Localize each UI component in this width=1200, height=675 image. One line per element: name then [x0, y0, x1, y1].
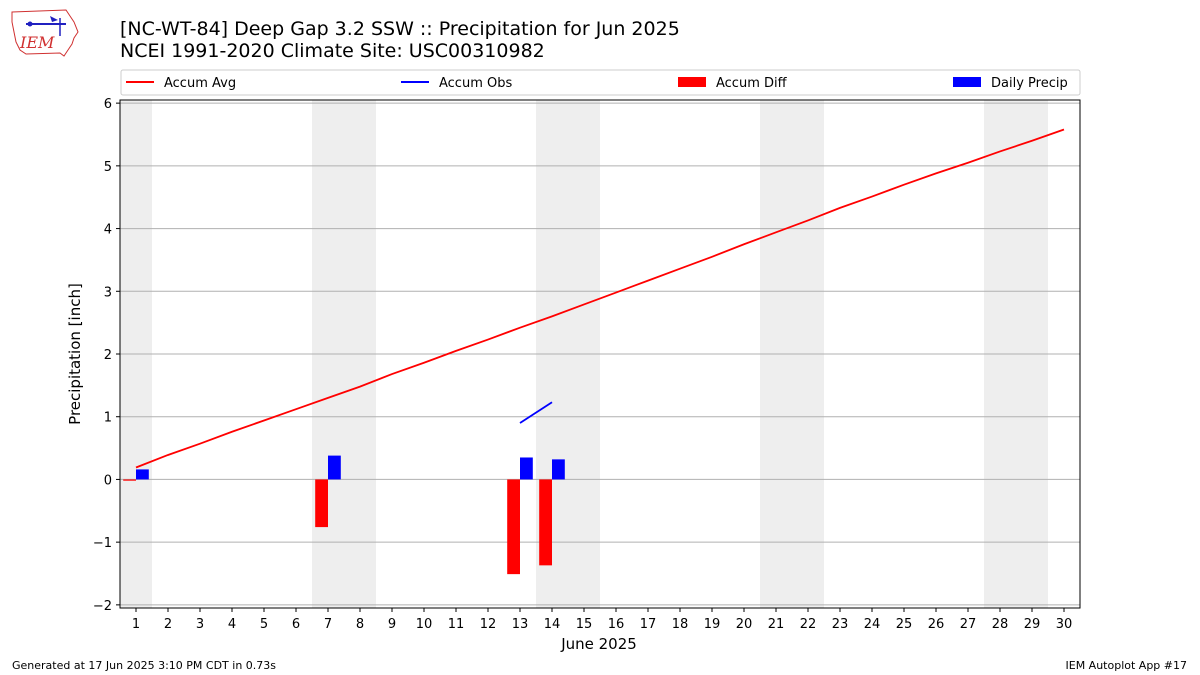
logo-text: IEM	[19, 33, 55, 52]
bar-daily-precip	[328, 455, 341, 480]
x-tick-label: 20	[736, 617, 753, 632]
x-tick-label: 3	[196, 617, 204, 632]
x-tick-label: 25	[896, 617, 913, 632]
legend-label: Accum Avg	[164, 76, 236, 91]
bar-accum-diff	[507, 479, 520, 575]
y-tick-label: 1	[104, 411, 112, 426]
x-tick-label: 11	[448, 617, 465, 632]
y-axis-label: Precipitation [inch]	[66, 283, 84, 425]
logo-sensor-shape	[27, 21, 33, 27]
y-tick-label: 2	[104, 348, 112, 363]
chart-subtitle: NCEI 1991-2020 Climate Site: USC00310982	[120, 40, 545, 62]
x-tick-label: 12	[480, 617, 497, 632]
y-gridlines	[120, 102, 1080, 606]
x-tick-label: 1	[132, 617, 140, 632]
legend-label: Daily Precip	[991, 76, 1068, 91]
y-tick-label: −2	[93, 599, 112, 614]
chart-title: [NC-WT-84] Deep Gap 3.2 SSW :: Precipita…	[120, 18, 680, 40]
legend-label: Accum Diff	[716, 76, 788, 91]
x-tick-label: 5	[260, 617, 268, 632]
x-tick-label: 30	[1056, 617, 1073, 632]
legend: Accum Avg Accum Obs Accum Diff Daily Precip	[120, 69, 1081, 96]
bar-daily-precip	[520, 457, 533, 480]
bar-daily-precip	[136, 469, 149, 480]
x-tick-label: 7	[324, 617, 332, 632]
bars	[123, 455, 565, 575]
y-axis: −2 −1 0 1 2 3 4 5 6	[93, 97, 120, 614]
series-lines	[135, 128, 1065, 469]
y-tick-label: 4	[104, 223, 112, 238]
x-tick-label: 2	[164, 617, 172, 632]
y-tick-label: 3	[104, 285, 112, 300]
y-tick-label: 0	[104, 473, 112, 488]
x-axis-label: June 2025	[560, 635, 637, 653]
x-tick-label: 22	[800, 617, 817, 632]
logo-vane-shape	[50, 16, 58, 22]
x-tick-label: 8	[356, 617, 364, 632]
x-tick-label: 17	[640, 617, 657, 632]
x-tick-label: 24	[864, 617, 881, 632]
x-tick-label: 18	[672, 617, 689, 632]
x-axis: 1 2 3 4 5 6 7 8 9 10 11 12 13 14 15 16 17 18 19 20 21 22 23 24 2…	[132, 608, 1072, 632]
y-tick-label: 5	[104, 160, 112, 175]
line-accum-avg	[135, 128, 1065, 469]
bar-accum-diff	[123, 479, 136, 481]
footer-app-text: IEM Autoplot App #17	[1065, 659, 1188, 672]
x-tick-label: 21	[768, 617, 785, 632]
legend-swatch	[953, 77, 981, 87]
x-tick-label: 13	[512, 617, 529, 632]
footer-generated-text: Generated at 17 Jun 2025 3:10 PM CDT in …	[12, 659, 277, 672]
x-tick-label: 19	[704, 617, 721, 632]
legend-box	[120, 69, 1081, 96]
bar-daily-precip	[552, 459, 565, 480]
x-tick-label: 14	[544, 617, 561, 632]
x-tick-label: 10	[416, 617, 433, 632]
x-tick-label: 29	[1024, 617, 1041, 632]
x-tick-label: 23	[832, 617, 849, 632]
bar-accum-diff	[539, 479, 552, 566]
iem-logo: IEM	[11, 9, 79, 57]
legend-label: Accum Obs	[439, 76, 512, 91]
x-tick-label: 28	[992, 617, 1009, 632]
x-tick-label: 6	[292, 617, 300, 632]
state-outline-shape	[11, 9, 79, 57]
x-tick-label: 27	[960, 617, 977, 632]
x-tick-label: 26	[928, 617, 945, 632]
x-tick-label: 16	[608, 617, 625, 632]
x-tick-label: 4	[228, 617, 236, 632]
y-tick-label: 6	[104, 97, 112, 112]
line-accum-obs	[519, 401, 553, 424]
legend-swatch	[678, 77, 706, 87]
y-tick-label: −1	[93, 536, 112, 551]
bar-accum-diff	[315, 479, 328, 528]
x-tick-label: 9	[388, 617, 396, 632]
x-tick-label: 15	[576, 617, 593, 632]
